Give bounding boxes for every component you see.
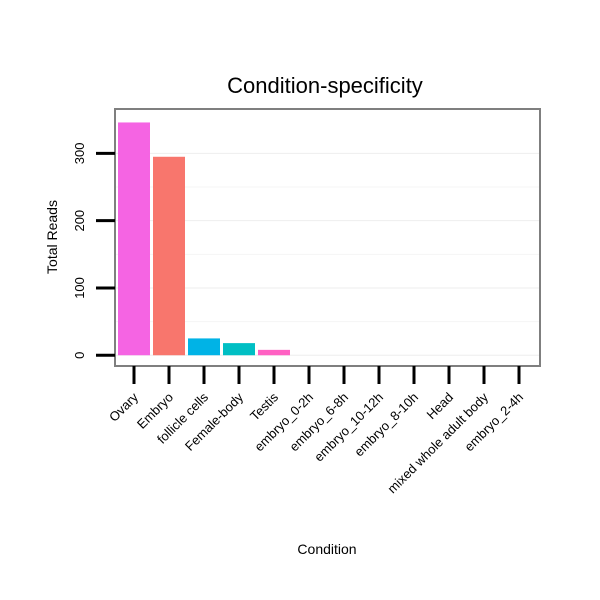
bar-female-body xyxy=(223,343,255,356)
plot-frame xyxy=(114,108,541,367)
x-axis-label: Condition xyxy=(297,541,356,557)
plot-background xyxy=(115,109,540,366)
bars xyxy=(118,122,290,356)
bar-embryo xyxy=(153,156,185,356)
y-tick-label: 200 xyxy=(72,210,87,232)
bar-follicle-cells xyxy=(188,338,220,356)
bar-testis xyxy=(258,349,290,356)
chart-title: Condition-specificity xyxy=(227,73,423,98)
y-tick-label: 0 xyxy=(72,352,87,359)
y-tick-label: 100 xyxy=(72,277,87,299)
y-axis-label: Total Reads xyxy=(44,200,60,274)
y-axis: 0 100 200 300 xyxy=(72,143,115,359)
gridlines xyxy=(115,152,540,356)
x-tick-label: Head xyxy=(424,390,457,423)
y-tick-label: 300 xyxy=(72,143,87,165)
bar-ovary xyxy=(118,122,150,356)
